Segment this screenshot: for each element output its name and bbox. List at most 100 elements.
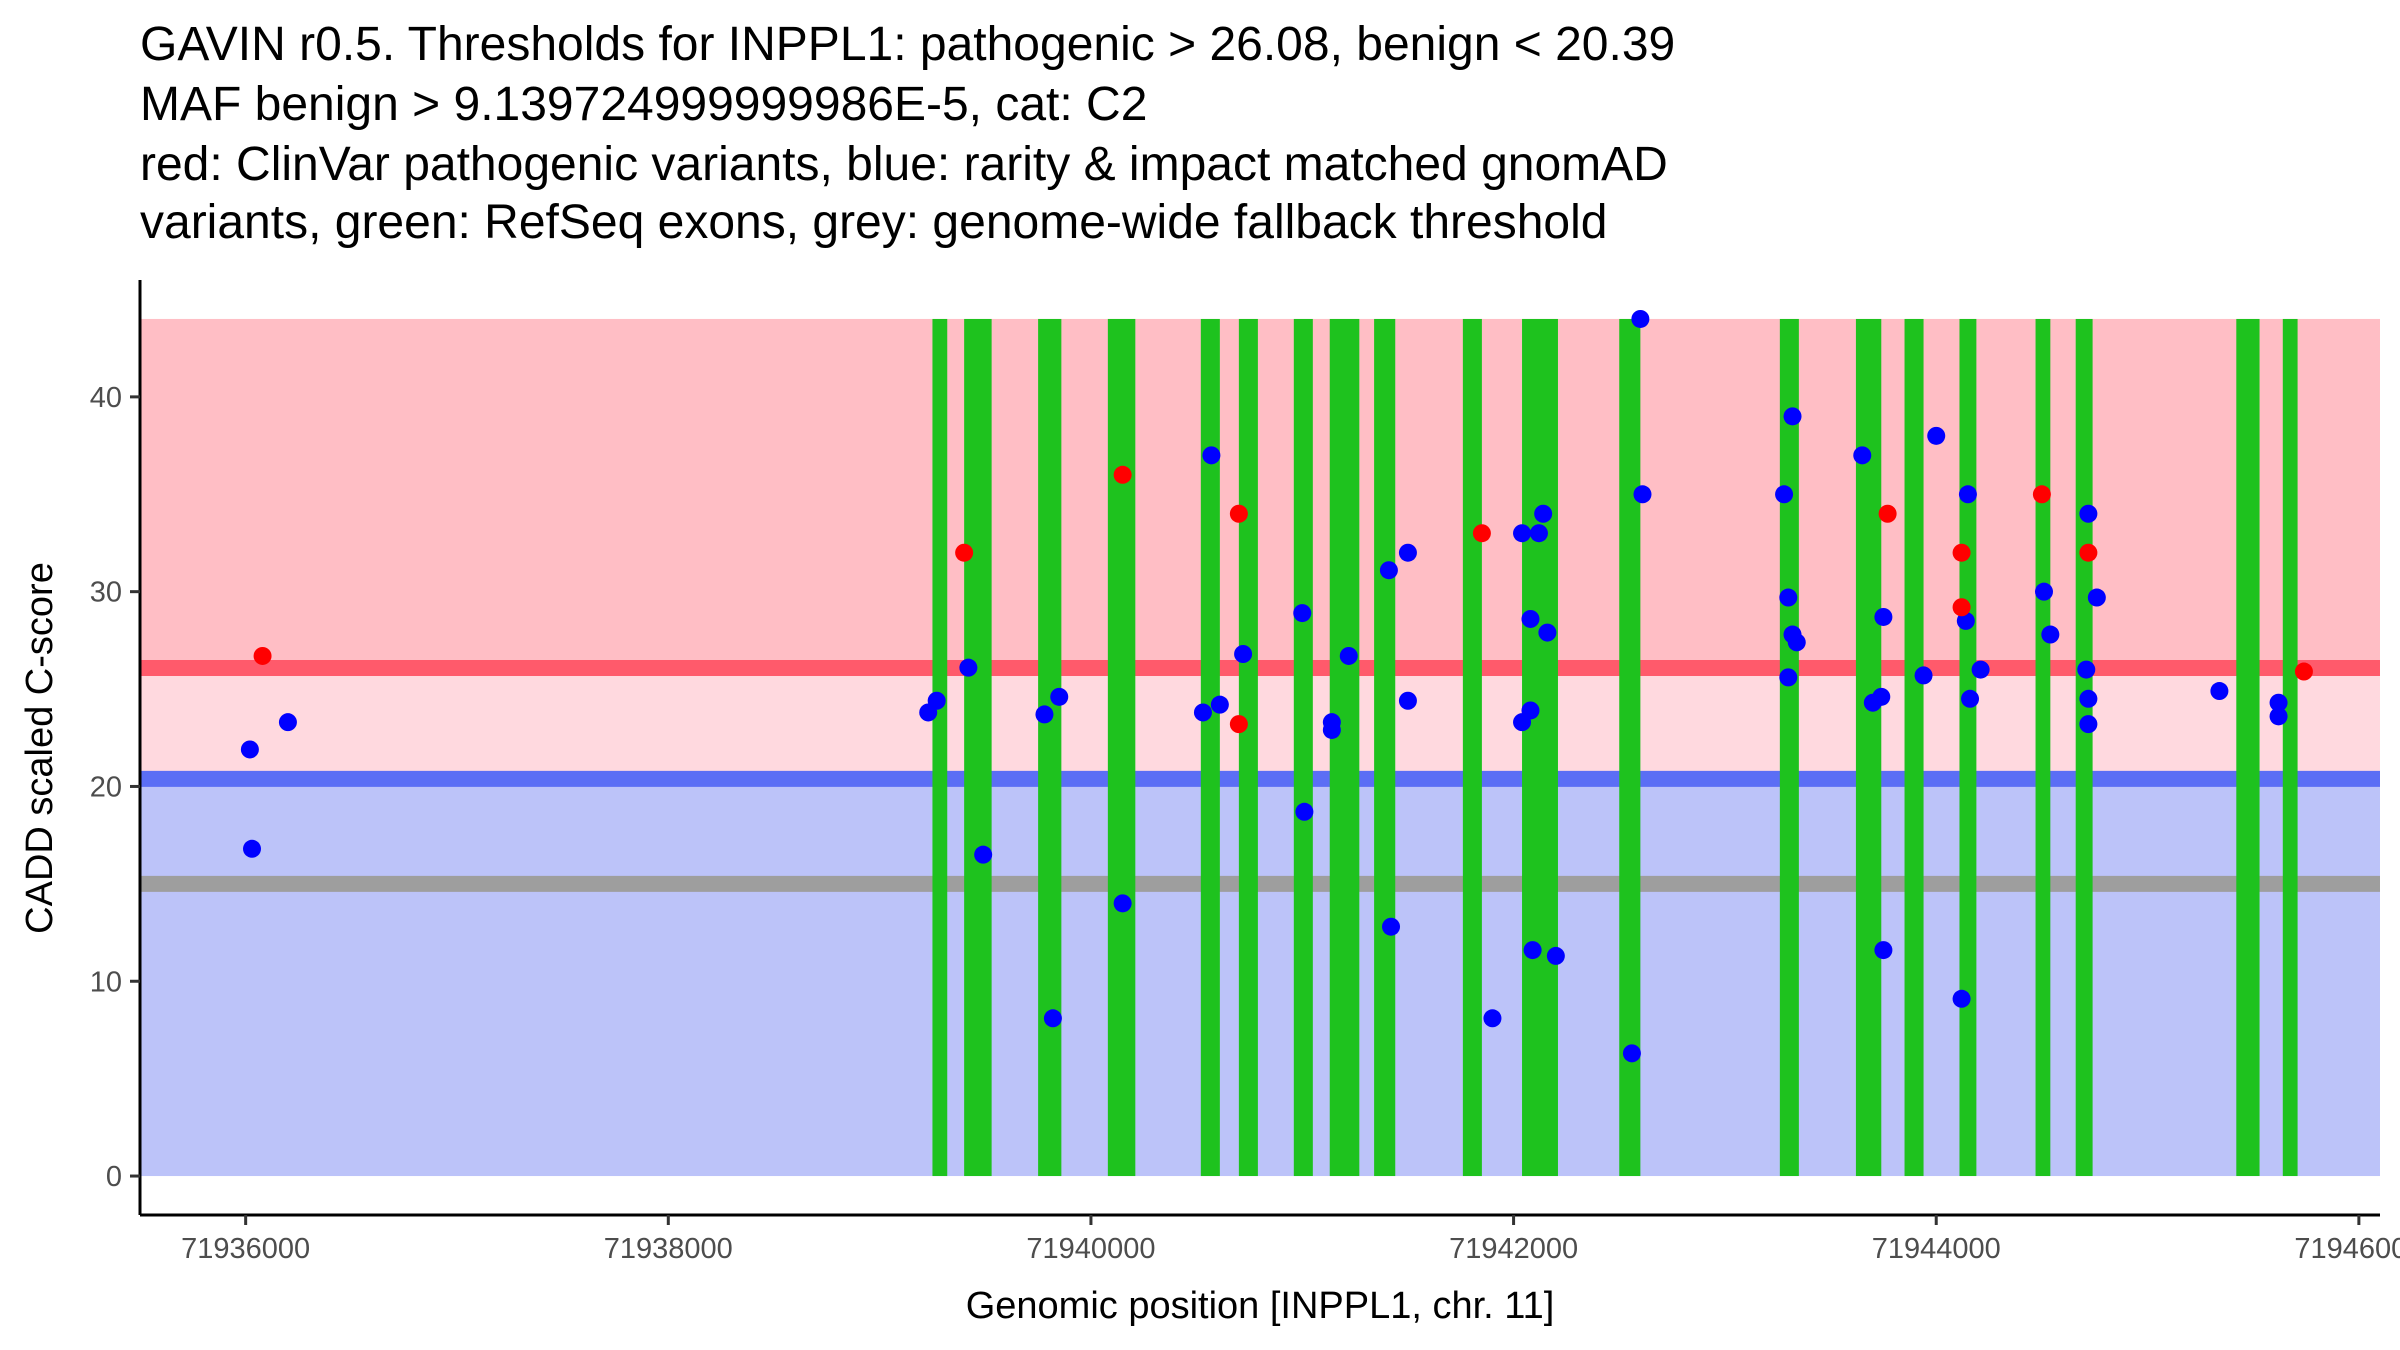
clinvar-point-6 bbox=[1472, 524, 1491, 543]
gnomad-point-44 bbox=[1853, 446, 1872, 465]
gnomad-point-5 bbox=[927, 691, 946, 710]
y-axis-ticks: 0 10 20 30 40 bbox=[90, 382, 140, 1193]
gnomad-point-55 bbox=[1971, 660, 1990, 679]
exon-bars bbox=[932, 318, 2298, 1177]
threshold-lines bbox=[140, 660, 2380, 892]
gnomad-point-63 bbox=[2210, 682, 2229, 701]
benign-zone bbox=[140, 778, 2380, 1177]
gnomad-point-58 bbox=[2077, 660, 2096, 679]
gnomad-point-26 bbox=[1513, 524, 1532, 543]
gnomad-point-35 bbox=[1622, 1044, 1641, 1063]
title-line-3: red: ClinVar pathogenic variants, blue: … bbox=[140, 138, 1668, 191]
chart-title: GAVIN r0.5. Thresholds for INPPL1: patho… bbox=[140, 18, 1675, 249]
intermediate-zone bbox=[140, 668, 2380, 779]
gnomad-point-64 bbox=[2269, 693, 2288, 712]
title-line-2: MAF benign > 9.139724999999986E-5, cat: … bbox=[140, 78, 1147, 131]
exon-bar-9 bbox=[1374, 318, 1396, 1177]
gnomad-point-3 bbox=[278, 713, 297, 732]
gnomad-point-36 bbox=[1631, 309, 1650, 328]
gnomad-point-31 bbox=[1529, 524, 1548, 543]
gnomad-point-61 bbox=[2079, 715, 2098, 734]
clinvar-point-3 bbox=[1113, 465, 1132, 484]
gnomad-point-24 bbox=[1398, 691, 1417, 710]
clinvar-point-5 bbox=[1229, 715, 1248, 734]
gnomad-point-49 bbox=[1914, 666, 1933, 685]
score-bands bbox=[140, 318, 2380, 1177]
y-tick-label-5: 40 bbox=[90, 382, 122, 414]
gnomad-point-65 bbox=[2269, 707, 2288, 726]
axes: 71936000 71938000 71940000 71942000 71944000… bbox=[90, 280, 2400, 1265]
exon-bar-2 bbox=[964, 318, 992, 1177]
gnomad-point-32 bbox=[1534, 504, 1553, 523]
gnomad-point-28 bbox=[1521, 609, 1540, 628]
gnomad-point-34 bbox=[1546, 946, 1565, 965]
x-axis-title: Genomic position [INPPL1, chr. 11] bbox=[966, 1285, 1555, 1327]
gnomad-point-13 bbox=[1202, 446, 1221, 465]
clinvar-point-10 bbox=[2032, 485, 2051, 504]
gnomad-point-21 bbox=[1379, 561, 1398, 580]
gnomad-point-10 bbox=[1050, 687, 1069, 706]
y-tick-label-2: 10 bbox=[90, 966, 122, 998]
title-line-4: variants, green: RefSeq exons, grey: gen… bbox=[140, 196, 1607, 249]
exon-bar-20 bbox=[2282, 318, 2298, 1177]
gnomad-point-51 bbox=[1952, 989, 1971, 1008]
x-tick-label-4: 71942000 bbox=[1449, 1233, 1578, 1265]
exon-bar-4 bbox=[1107, 318, 1136, 1177]
plot-area bbox=[140, 309, 2380, 1177]
gnomad-point-59 bbox=[2079, 504, 2098, 523]
exon-bar-18 bbox=[2075, 318, 2093, 1177]
exon-bar-17 bbox=[2035, 318, 2051, 1177]
clinvar-point-8 bbox=[1952, 543, 1971, 562]
gnomad-point-23 bbox=[1398, 543, 1417, 562]
title-line-1: GAVIN r0.5. Thresholds for INPPL1: patho… bbox=[140, 18, 1675, 71]
gnomad-point-62 bbox=[2087, 588, 2106, 607]
gnomad-point-33 bbox=[1538, 623, 1557, 642]
exon-bar-3 bbox=[1038, 318, 1062, 1177]
gnomad-point-60 bbox=[2079, 689, 2098, 708]
gnomad-point-14 bbox=[1210, 695, 1229, 714]
gnomad-point-8 bbox=[1035, 705, 1054, 724]
x-tick-label-1: 71936000 bbox=[181, 1233, 310, 1265]
gnomad-point-46 bbox=[1872, 687, 1891, 706]
gnomad-point-38 bbox=[1775, 485, 1794, 504]
exon-bar-16 bbox=[1959, 318, 1977, 1177]
gnomad-point-37 bbox=[1633, 485, 1652, 504]
x-tick-label-5: 71944000 bbox=[1872, 1233, 2001, 1265]
gnomad-point-12 bbox=[1193, 703, 1212, 722]
gnomad-point-7 bbox=[974, 845, 993, 864]
exon-bar-1 bbox=[932, 318, 948, 1177]
x-tick-label-3: 71940000 bbox=[1026, 1233, 1155, 1265]
gnomad-point-53 bbox=[1958, 485, 1977, 504]
gnomad-point-40 bbox=[1779, 668, 1798, 687]
clinvar-point-11 bbox=[2079, 543, 2098, 562]
clinvar-point-2 bbox=[955, 543, 974, 562]
exon-bar-15 bbox=[1904, 318, 1924, 1177]
gnomad-point-57 bbox=[2041, 625, 2060, 644]
pathogenic-zone bbox=[140, 318, 2380, 669]
gnomad-point-9 bbox=[1043, 1009, 1062, 1028]
exon-bar-10 bbox=[1462, 318, 1482, 1177]
gnomad-point-56 bbox=[2035, 582, 2053, 601]
gnomad-point-22 bbox=[1382, 917, 1401, 936]
exon-bar-8 bbox=[1329, 318, 1360, 1177]
clinvar-point-12 bbox=[2294, 662, 2313, 681]
gnomad-point-52 bbox=[1956, 611, 1975, 630]
gnomad-point-19 bbox=[1322, 720, 1341, 739]
exon-bar-13 bbox=[1779, 318, 1799, 1177]
clinvar-point-4 bbox=[1229, 504, 1248, 523]
gnomad-point-48 bbox=[1874, 941, 1893, 960]
gnomad-point-11 bbox=[1113, 894, 1132, 913]
gnomad-point-17 bbox=[1295, 802, 1314, 821]
gnomad-point-6 bbox=[959, 658, 978, 677]
clinvar-point-7 bbox=[1878, 504, 1897, 523]
gnomad-point-39 bbox=[1779, 588, 1798, 607]
gnomad-point-50 bbox=[1927, 426, 1946, 445]
clinvar-point-1 bbox=[253, 646, 272, 665]
x-axis-ticks: 71936000 71938000 71940000 71942000 71944000… bbox=[181, 1215, 2400, 1265]
gnomad-point-54 bbox=[1961, 689, 1980, 708]
gnomad-point-42 bbox=[1783, 407, 1802, 426]
exon-bar-11 bbox=[1522, 318, 1558, 1177]
y-tick-label-4: 30 bbox=[90, 577, 122, 609]
y-tick-label-3: 20 bbox=[90, 771, 122, 803]
